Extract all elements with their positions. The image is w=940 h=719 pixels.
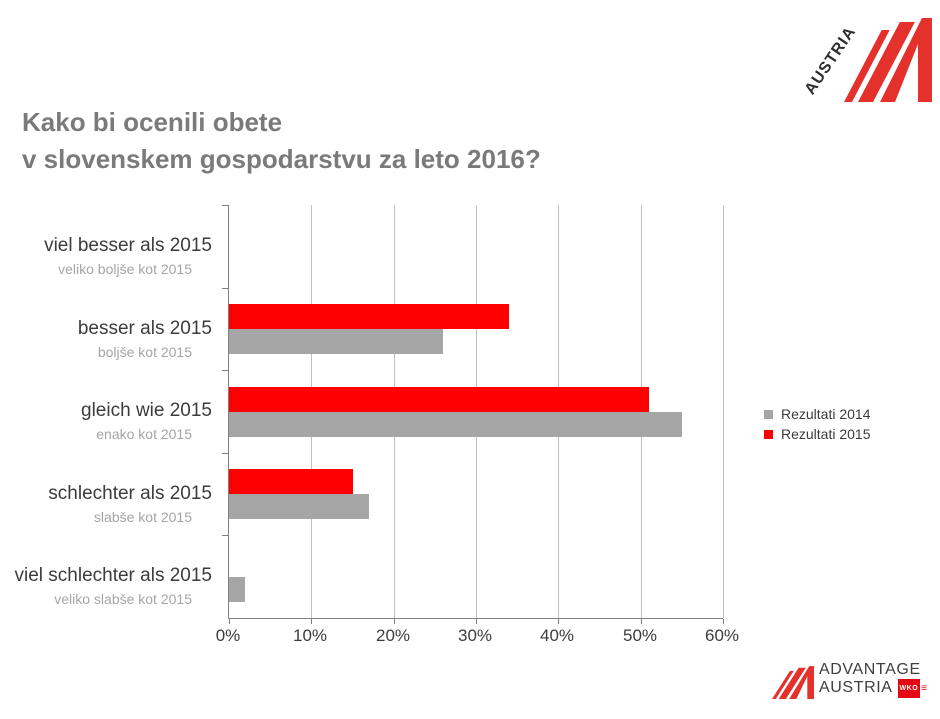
- x-axis-tick: [394, 619, 395, 624]
- austria-logo: AUSTRIA: [782, 8, 934, 108]
- x-axis-label: 60%: [704, 626, 740, 645]
- footer-logo-line2: AUSTRIA: [819, 679, 893, 696]
- category-sublabel: veliko boljše kot 2015: [58, 260, 192, 277]
- category-labels: viel besser als 2015 veliko boljše kot 20…: [0, 205, 222, 618]
- category-label: besser als 2015: [77, 317, 212, 339]
- x-axis-tick: [641, 619, 642, 624]
- wko-badge: WKO: [897, 679, 921, 698]
- bar-rezultati-2014: [229, 329, 443, 354]
- category-label: schlechter als 2015: [48, 482, 212, 504]
- wko-flag-icon: ≡: [921, 683, 928, 694]
- legend-label: Rezultati 2014: [781, 406, 871, 422]
- category-sublabel: boljše kot 2015: [97, 343, 192, 360]
- category-label-row: viel schlechter als 2015 veliko slabše ko…: [0, 544, 222, 627]
- gridline: [723, 205, 724, 618]
- legend-label: Rezultati 2015: [781, 426, 871, 442]
- legend-marker-icon: [764, 409, 773, 419]
- x-axis-label: 30%: [457, 626, 493, 645]
- bar-rezultati-2014: [229, 412, 682, 437]
- bar-rezultati-2014: [229, 577, 245, 602]
- x-axis-tick: [229, 619, 230, 624]
- plot-area: [222, 205, 724, 624]
- austria-a-icon: [844, 18, 932, 102]
- y-axis-tick: [222, 288, 229, 289]
- x-axis-label: 50%: [622, 626, 658, 645]
- y-axis-tick: [222, 370, 229, 371]
- legend-marker-icon: [764, 429, 773, 439]
- category-label: viel besser als 2015: [44, 234, 212, 256]
- title-line-2: v slovenskem gospodarstvu za leto 2016?: [22, 144, 541, 174]
- x-axis-labels: 0% 10% 20% 30% 40% 50% 60%: [216, 626, 739, 648]
- legend-item: Rezultati 2014: [764, 404, 871, 424]
- category-label: gleich wie 2015: [81, 399, 212, 421]
- footer-logo-line1: ADVANTAGE: [819, 661, 921, 678]
- category-label-row: schlechter als 2015 slabše kot 2015: [0, 462, 222, 545]
- footer-logo-text: ADVANTAGE AUSTRIA WKO ≡: [819, 661, 928, 699]
- bar-rezultati-2014: [229, 494, 369, 519]
- bar-rezultati-2015: [229, 304, 509, 329]
- advantage-austria-logo: ADVANTAGE AUSTRIA WKO ≡: [772, 661, 928, 699]
- y-axis-tick: [222, 453, 229, 454]
- category-sublabel: slabše kot 2015: [93, 508, 192, 525]
- category-label-row: viel besser als 2015 veliko boljše kot 20…: [0, 214, 222, 297]
- chart-legend: Rezultati 2014 Rezultati 2015: [764, 404, 871, 444]
- y-axis-tick: [222, 205, 229, 206]
- legend-item: Rezultati 2015: [764, 424, 871, 444]
- page-title: Kako bi ocenili obete v slovenskem gospo…: [22, 104, 541, 178]
- x-axis-tick: [311, 619, 312, 624]
- x-axis-tick: [723, 619, 724, 624]
- x-axis-label: 10%: [292, 626, 328, 645]
- category-label-row: gleich wie 2015 enako kot 2015: [0, 379, 222, 462]
- x-axis-label: 40%: [539, 626, 575, 645]
- x-axis-label: 0%: [215, 626, 241, 645]
- category-sublabel: veliko slabše kot 2015: [54, 590, 192, 607]
- category-label: viel schlechter als 2015: [14, 564, 213, 586]
- y-axis-tick: [222, 535, 229, 536]
- category-sublabel: enako kot 2015: [96, 425, 192, 442]
- x-axis-label: 20%: [375, 626, 411, 645]
- x-axis-tick: [476, 619, 477, 624]
- bar-rezultati-2015: [229, 469, 353, 494]
- bar-rezultati-2015: [229, 387, 649, 412]
- x-axis-tick: [558, 619, 559, 624]
- title-line-1: Kako bi ocenili obete: [22, 107, 283, 137]
- advantage-austria-a-icon: [772, 666, 814, 699]
- category-label-row: besser als 2015 boljše kot 2015: [0, 297, 222, 380]
